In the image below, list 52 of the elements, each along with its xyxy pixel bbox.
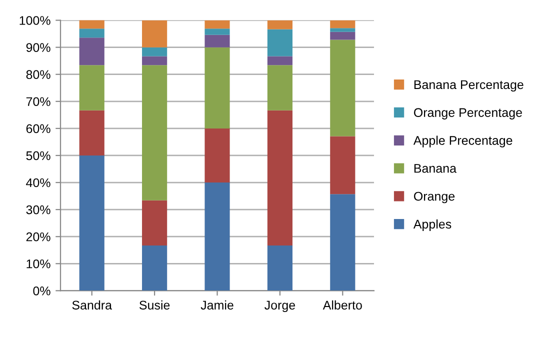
- y-tick-label: 100%: [20, 16, 50, 25]
- bar: [79, 65, 104, 110]
- y-tick-label: 50%: [26, 151, 50, 160]
- y-tick-label: 90%: [26, 43, 50, 52]
- bar: [330, 20, 356, 28]
- bar: [330, 136, 356, 194]
- bar: [330, 32, 356, 40]
- x-tick-label: Alberto: [322, 300, 362, 310]
- y-tick-label: 80%: [26, 70, 50, 80]
- bar: [79, 38, 104, 66]
- legend-label: Orange: [414, 192, 455, 204]
- bar: [142, 56, 168, 66]
- bar: [204, 182, 230, 291]
- bar: [267, 246, 292, 291]
- bar: [330, 28, 356, 32]
- legend-label: Banana Percentage: [414, 80, 524, 92]
- bar: [79, 20, 104, 29]
- bar: [267, 110, 292, 246]
- bar: [142, 20, 168, 48]
- bar: [204, 34, 230, 48]
- bar: [142, 47, 168, 56]
- y-tick-label: 30%: [26, 205, 50, 214]
- legend-label: Orange Percentage: [414, 108, 522, 120]
- x-tick-label: Jamie: [200, 300, 234, 310]
- bar: [142, 246, 168, 291]
- bar: [267, 56, 292, 66]
- y-tick-label: 70%: [26, 97, 50, 106]
- bar: [79, 155, 104, 291]
- x-tick-label: Jorge: [264, 300, 296, 312]
- bar: [142, 200, 168, 246]
- legend-label: Apples: [413, 219, 452, 232]
- y-tick-label: 0%: [33, 286, 50, 296]
- bar: [204, 128, 230, 183]
- bar: [142, 65, 168, 200]
- bar: [79, 28, 104, 38]
- y-tick-label: 10%: [26, 259, 50, 268]
- bar: [267, 65, 292, 110]
- legend-label: Banana: [414, 164, 456, 173]
- y-tick-label: 40%: [26, 178, 50, 188]
- x-tick-label: Susie: [139, 300, 170, 310]
- x-tick-label: Sandra: [72, 300, 112, 310]
- legend-label: Apple Precentage: [413, 136, 512, 148]
- bar: [79, 110, 104, 156]
- bar: [204, 28, 230, 35]
- bar: [267, 20, 292, 30]
- y-tick-label: 60%: [26, 124, 50, 134]
- y-tick-label: 20%: [26, 232, 50, 242]
- bar: [204, 20, 230, 29]
- bar: [330, 40, 356, 136]
- bar: [267, 29, 292, 56]
- bar: [330, 194, 356, 291]
- bar: [204, 47, 230, 128]
